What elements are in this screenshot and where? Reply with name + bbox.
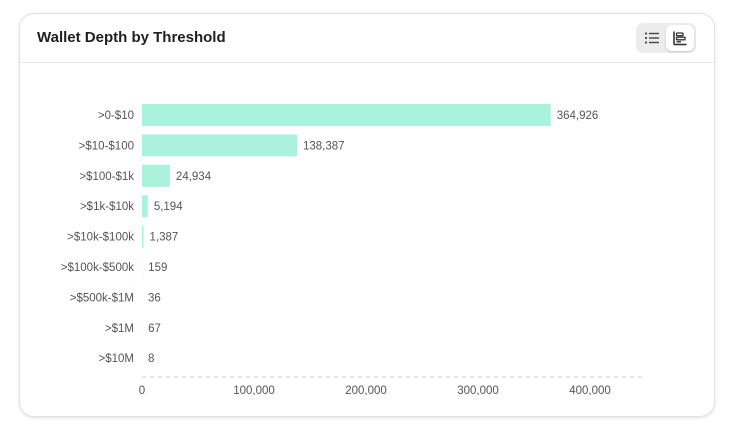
x-tick-label: 100,000 <box>233 385 275 397</box>
category-label: >$100k-$500k <box>61 262 134 274</box>
x-tick-label: 300,000 <box>457 385 499 397</box>
value-label: 67 <box>148 323 161 335</box>
category-label: >$10-$100 <box>79 140 134 152</box>
bar[interactable] <box>142 104 551 126</box>
value-label: 24,934 <box>176 171 212 183</box>
bar[interactable] <box>142 195 148 217</box>
category-label: >0-$10 <box>98 110 134 122</box>
x-tick-label: 200,000 <box>345 385 387 397</box>
value-label: 36 <box>148 292 161 304</box>
value-label: 8 <box>148 353 154 365</box>
bar[interactable] <box>142 226 144 248</box>
category-label: >$500k-$1M <box>70 292 134 304</box>
value-label: 364,926 <box>557 110 599 122</box>
category-label: >$10M <box>99 353 134 365</box>
bar[interactable] <box>142 134 297 156</box>
category-label: >$1M <box>105 323 134 335</box>
value-label: 159 <box>148 262 167 274</box>
category-label: >$10k-$100k <box>67 232 134 244</box>
category-label: >$1k-$10k <box>80 201 134 213</box>
bar[interactable] <box>142 165 170 187</box>
x-tick-label: 400,000 <box>569 385 611 397</box>
x-tick-label: 0 <box>139 385 145 397</box>
value-label: 1,387 <box>150 232 179 244</box>
category-label: >$100-$1k <box>79 171 134 183</box>
value-label: 5,194 <box>154 201 183 213</box>
value-label: 138,387 <box>303 140 345 152</box>
